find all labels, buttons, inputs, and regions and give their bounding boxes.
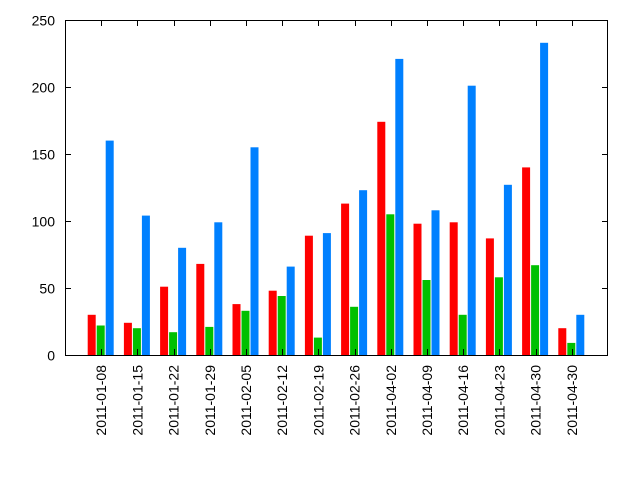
bar-series-2-2011-04-23 — [494, 277, 503, 355]
x-tick-label: 2011-01-08 — [93, 365, 109, 436]
y-tick-label: 200 — [32, 80, 56, 96]
bar-series-2-2011-04-30 — [531, 265, 540, 355]
bar-series-2-2011-02-19 — [313, 337, 322, 355]
bar-series-2-2011-04-30 — [567, 342, 576, 355]
x-tick-label: 2011-02-26 — [347, 365, 363, 436]
bars-group — [87, 42, 585, 356]
bar-series-1-2011-01-08 — [87, 314, 96, 355]
bar-series-2-2011-01-08 — [96, 325, 105, 355]
x-axis-ticks: 2011-01-08 2011-01-15 2011-01-22 2011-01-29… — [93, 20, 580, 436]
y-tick-label: 50 — [39, 281, 55, 297]
plot-frame — [65, 20, 608, 356]
bar-series-1-2011-04-30 — [522, 167, 531, 355]
bar-series-1-2011-04-30 — [558, 328, 567, 355]
x-tick-label: 2011-04-16 — [455, 365, 471, 436]
bar-series-3-2011-01-29 — [214, 222, 223, 355]
bar-series-3-2011-02-26 — [359, 190, 368, 355]
bar-series-1-2011-01-15 — [123, 322, 132, 355]
y-tick-label: 150 — [32, 147, 56, 163]
x-tick-label: 2011-04-09 — [419, 365, 435, 436]
bar-series-1-2011-04-02 — [377, 121, 386, 355]
bar-series-1-2011-04-09 — [413, 223, 422, 355]
bar-series-1-2011-01-22 — [160, 286, 169, 355]
y-axis-ticks: 0 50 100 150 200 250 — [32, 13, 608, 364]
bar-series-1-2011-04-16 — [449, 222, 458, 355]
bar-series-1-2011-04-23 — [485, 238, 494, 355]
bar-series-2-2011-01-29 — [205, 326, 214, 355]
bar-series-3-2011-04-23 — [503, 184, 512, 355]
bar-series-1-2011-01-29 — [196, 263, 205, 355]
bar-series-3-2011-04-02 — [395, 58, 404, 356]
x-tick-label: 2011-04-30 — [564, 365, 580, 436]
x-tick-label: 2011-04-23 — [491, 365, 507, 436]
bar-series-3-2011-04-16 — [467, 85, 476, 355]
x-tick-label: 2011-04-02 — [383, 365, 399, 436]
bar-series-3-2011-01-15 — [141, 215, 150, 355]
bar-series-1-2011-02-19 — [304, 235, 313, 355]
bar-series-3-2011-02-12 — [286, 266, 295, 355]
plot-area — [65, 20, 608, 355]
x-tick-label: 2011-02-12 — [274, 365, 290, 436]
bar-series-3-2011-04-30 — [576, 314, 585, 355]
x-tick-label: 2011-01-29 — [202, 365, 218, 436]
bar-series-1-2011-02-05 — [232, 304, 241, 355]
bar-series-1-2011-02-12 — [268, 290, 277, 355]
bar-series-2-2011-04-02 — [386, 214, 395, 355]
bar-series-3-2011-01-22 — [178, 247, 187, 355]
bar-series-2-2011-02-26 — [350, 306, 359, 355]
bar-series-3-2011-04-09 — [431, 210, 440, 355]
bar-series-1-2011-02-26 — [341, 203, 350, 355]
x-tick-label: 2011-02-19 — [310, 365, 326, 436]
bar-series-3-2011-01-08 — [105, 140, 114, 355]
bar-series-3-2011-02-05 — [250, 147, 259, 355]
bar-series-2-2011-04-16 — [458, 314, 467, 355]
y-tick-label: 250 — [32, 13, 56, 29]
bar-series-2-2011-01-22 — [169, 332, 178, 355]
bar-series-2-2011-02-12 — [277, 296, 286, 355]
bar-series-2-2011-01-15 — [132, 328, 141, 355]
x-tick-label: 2011-04-30 — [528, 365, 544, 436]
bar-series-3-2011-02-19 — [322, 233, 331, 355]
bar-series-3-2011-04-30 — [540, 42, 549, 356]
x-tick-label: 2011-01-22 — [166, 365, 182, 436]
bar-series-2-2011-02-05 — [241, 310, 250, 355]
x-tick-label: 2011-01-15 — [129, 365, 145, 436]
y-tick-label: 0 — [47, 348, 55, 364]
x-tick-label: 2011-02-05 — [238, 365, 254, 436]
bar-series-2-2011-04-09 — [422, 280, 431, 355]
y-tick-label: 100 — [32, 214, 56, 230]
